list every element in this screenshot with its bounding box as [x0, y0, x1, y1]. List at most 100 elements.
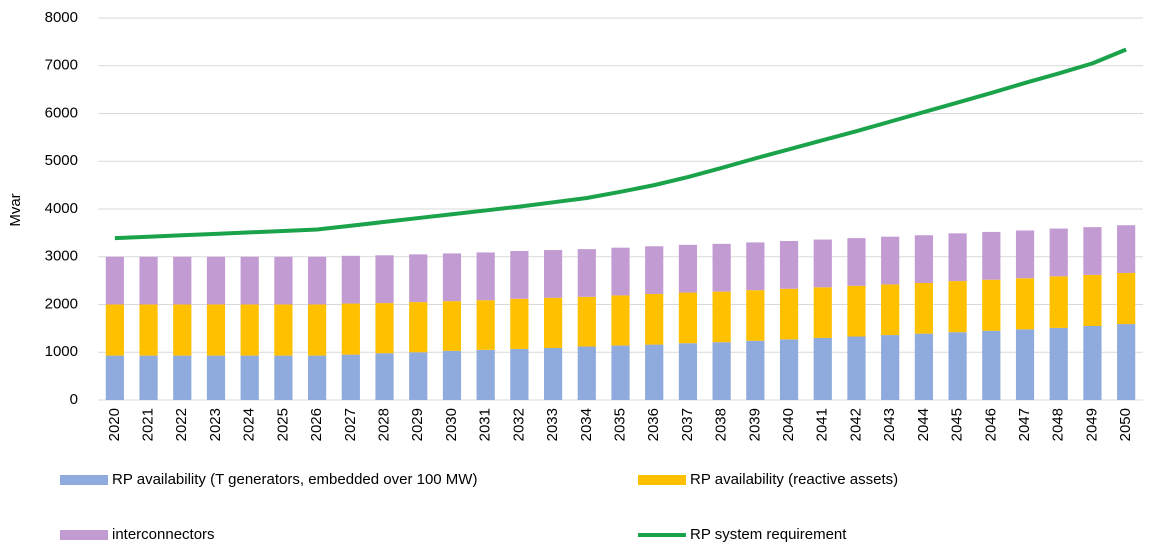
bar-segment: [409, 352, 428, 400]
bar-segment: [476, 300, 495, 350]
bar-segment: [543, 297, 563, 348]
bar-segment: [813, 287, 832, 338]
bar-segment: [1083, 227, 1102, 275]
bar-segment: [982, 279, 1001, 331]
bar-segment: [206, 355, 226, 400]
bar-segment: [341, 303, 360, 355]
y-tick-label: 2000: [45, 295, 78, 312]
bar-segment: [712, 243, 731, 292]
bar-segment: [779, 288, 799, 340]
x-tick-label: 2044: [915, 408, 932, 441]
bar-segment: [678, 343, 698, 400]
bar-segment: [105, 256, 124, 305]
bar-segment: [510, 251, 529, 299]
bar-segment: [577, 249, 596, 297]
bar-segment: [375, 303, 394, 354]
bar-segment: [409, 254, 428, 303]
bar-segment: [779, 240, 799, 289]
bar-segment: [948, 281, 967, 333]
bar-segment: [779, 339, 799, 400]
bar-segment: [341, 354, 360, 400]
bar-segment: [139, 304, 158, 356]
bar-segment: [1015, 230, 1035, 279]
x-tick-label: 2034: [578, 408, 595, 441]
x-tick-label: 2025: [274, 408, 291, 441]
x-tick-label: 2045: [949, 408, 966, 441]
bar-segment: [105, 355, 124, 400]
x-tick-label: 2048: [1050, 408, 1067, 441]
bar-segment: [308, 256, 327, 305]
x-tick-label: 2036: [645, 408, 662, 441]
legend-label: RP availability (T generators, embedded …: [112, 471, 477, 488]
bar-segment: [881, 284, 900, 336]
bar-segment: [847, 336, 866, 400]
legend-label: RP availability (reactive assets): [690, 471, 898, 488]
y-tick-label: 0: [70, 391, 78, 408]
bar-segment: [1049, 327, 1068, 400]
bar-segment: [442, 301, 462, 351]
bar-segment: [173, 355, 192, 400]
x-tick-label: 2022: [173, 408, 190, 441]
x-tick-label: 2040: [780, 408, 797, 441]
bar-segment: [308, 355, 327, 400]
bar-segment: [543, 347, 563, 400]
bar-segment: [375, 353, 394, 400]
bar-segment: [746, 242, 765, 291]
y-tick-label: 4000: [45, 200, 78, 217]
bar-segment: [409, 302, 428, 353]
bar-segment: [1117, 272, 1136, 325]
x-tick-label: 2031: [477, 408, 494, 441]
bar-segment: [510, 298, 529, 349]
bar-segment: [1117, 324, 1136, 400]
x-tick-label: 2039: [746, 408, 763, 441]
y-tick-label: 6000: [45, 104, 78, 121]
bar-segment: [577, 296, 596, 347]
bar-segment: [645, 246, 664, 294]
x-tick-label: 2037: [679, 408, 696, 441]
bar-segment: [611, 295, 630, 346]
x-tick-label: 2030: [443, 408, 460, 441]
bar-segment: [813, 337, 832, 400]
bar-segment: [948, 233, 967, 282]
bar-segment: [206, 304, 226, 356]
bar-segment: [712, 342, 731, 400]
bar-segment: [982, 330, 1001, 400]
bar-segment: [510, 348, 529, 400]
bar-segment: [442, 253, 462, 302]
x-tick-label: 2033: [544, 408, 561, 441]
legend-swatch: [60, 530, 108, 540]
bar-segment: [1049, 276, 1068, 328]
bar-segment: [274, 256, 293, 305]
bar-segment: [173, 304, 192, 356]
x-tick-label: 2049: [1083, 408, 1100, 441]
x-tick-label: 2023: [207, 408, 224, 441]
bar-segment: [1015, 329, 1035, 400]
bar-segment: [746, 290, 765, 341]
bar-segment: [611, 345, 630, 400]
bar-segment: [712, 291, 731, 343]
x-tick-label: 2043: [881, 408, 898, 441]
x-tick-label: 2047: [1016, 408, 1033, 441]
bar-segment: [139, 256, 158, 305]
bar-segment: [105, 304, 124, 356]
legend-label: interconnectors: [112, 526, 215, 543]
y-axis-title: Mvar: [7, 193, 24, 226]
y-tick-label: 1000: [45, 343, 78, 360]
bar-segment: [442, 350, 462, 400]
x-tick-label: 2029: [409, 408, 426, 441]
bar-segment: [813, 239, 832, 288]
y-tick-label: 8000: [45, 9, 78, 26]
y-tick-label: 3000: [45, 248, 78, 265]
x-tick-label: 2021: [140, 408, 157, 441]
legend-label: RP system requirement: [690, 526, 847, 543]
bar-segment: [206, 256, 226, 305]
bar-segment: [375, 255, 394, 304]
x-tick-label: 2050: [1117, 408, 1134, 441]
bar-segment: [847, 238, 866, 286]
bar-segment: [881, 335, 900, 400]
x-tick-label: 2020: [106, 408, 123, 441]
x-tick-label: 2041: [814, 408, 831, 441]
y-tick-label: 7000: [45, 57, 78, 74]
bar-segment: [982, 231, 1001, 280]
